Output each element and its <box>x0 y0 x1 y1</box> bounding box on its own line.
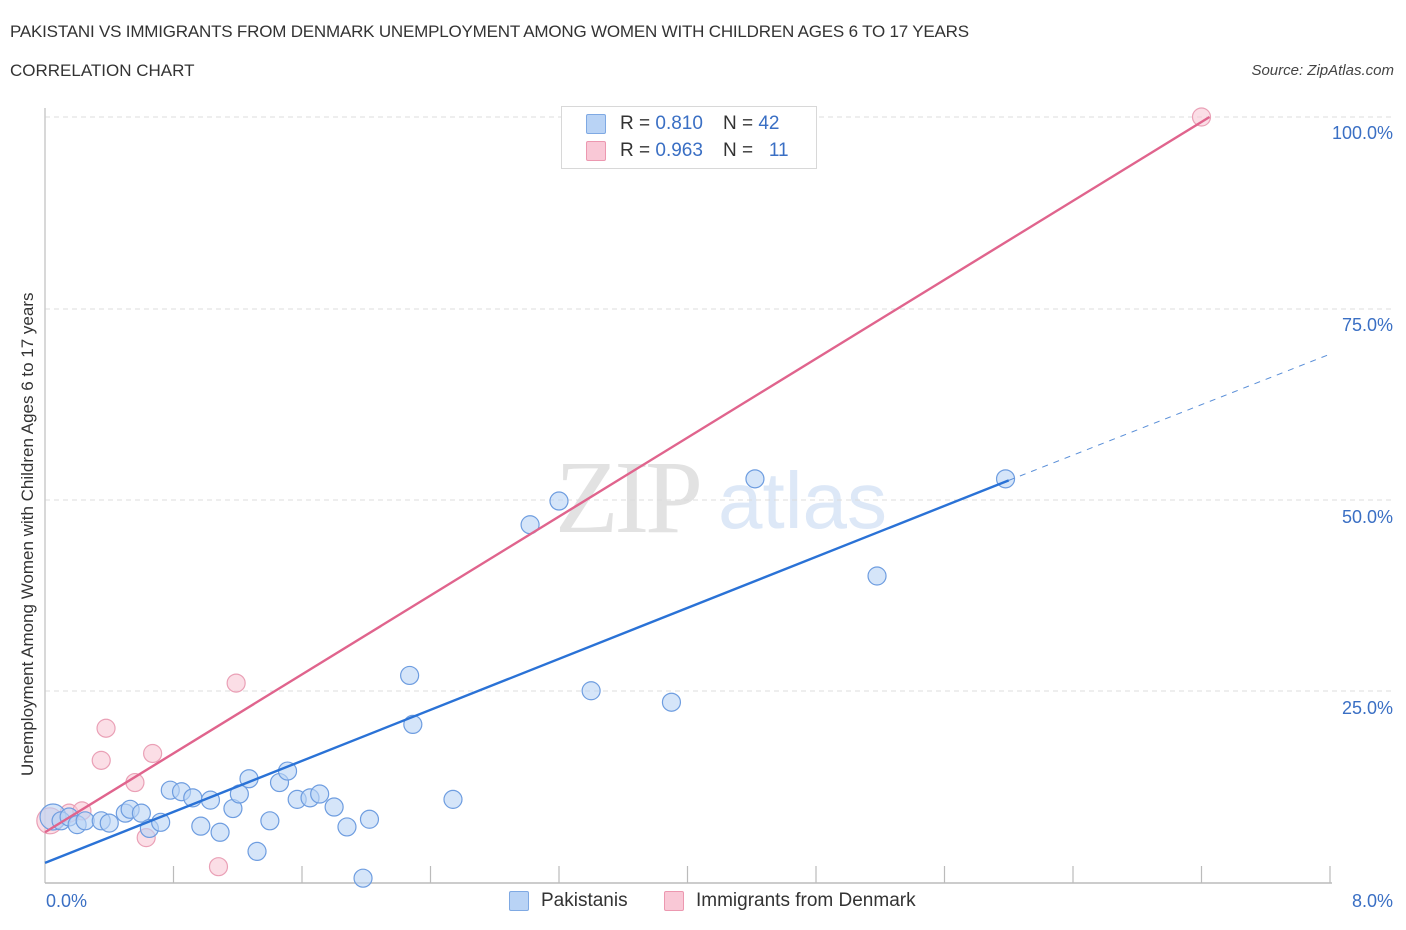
chart-title: PAKISTANI VS IMMIGRANTS FROM DENMARK UNE… <box>10 22 969 41</box>
y-tick-75: 75.0% <box>1341 315 1393 335</box>
data-point <box>91 750 111 770</box>
y-tick-25: 25.0% <box>1341 698 1393 718</box>
pink-swatch-icon <box>664 891 684 911</box>
data-point <box>337 817 357 837</box>
r-label: R = <box>620 113 651 134</box>
y-tick-100: 100.0% <box>1331 123 1393 143</box>
data-point <box>191 816 211 836</box>
data-point <box>867 566 887 586</box>
legend-row-pakistanis: R = 0.810 N = 42 <box>586 111 779 137</box>
data-point <box>247 841 267 862</box>
data-point <box>353 868 373 888</box>
r-value: 0.963 <box>655 140 703 161</box>
data-point <box>1191 107 1212 127</box>
n-value: 42 <box>758 113 780 134</box>
series-label: Immigrants from Denmark <box>696 890 916 911</box>
blue-trendline <box>44 479 1010 864</box>
series-legend-pakistanis: Pakistanis <box>509 890 628 912</box>
y-tick-50: 50.0% <box>1341 507 1393 527</box>
data-point <box>143 743 163 764</box>
blue-swatch-icon <box>509 891 529 911</box>
legend-row-denmark: R = 0.963 N = 11 <box>586 138 789 164</box>
y-axis-label: Unemployment Among Women with Children A… <box>18 292 37 777</box>
pink-swatch-icon <box>586 141 606 161</box>
x-tick-max: 8.0% <box>1351 891 1393 911</box>
data-point <box>226 673 246 693</box>
data-point <box>310 784 330 804</box>
n-label: N = <box>722 113 754 134</box>
grid-lines <box>45 116 1395 692</box>
series-label: Pakistanis <box>541 890 628 911</box>
data-point <box>400 665 420 686</box>
r-label: R = <box>620 140 651 161</box>
n-value: 11 <box>768 140 789 161</box>
data-point <box>661 692 682 712</box>
blue-trendline-extension <box>1008 353 1331 481</box>
data-point <box>208 857 229 877</box>
x-axis-ticks <box>172 866 1331 883</box>
data-point <box>359 809 380 829</box>
chart-subtitle: CORRELATION CHART <box>10 61 195 80</box>
blue-points <box>39 469 1016 888</box>
data-point <box>96 718 116 738</box>
data-point <box>260 811 280 831</box>
data-point <box>443 789 463 809</box>
data-point <box>581 681 601 701</box>
data-point <box>99 813 119 833</box>
x-tick-min: 0.0% <box>46 891 88 911</box>
data-point <box>131 803 151 823</box>
data-point <box>75 811 95 831</box>
pink-trendline <box>44 115 1211 834</box>
data-point <box>745 469 765 489</box>
n-label: N = <box>722 140 754 161</box>
data-point <box>324 797 344 817</box>
blue-swatch-icon <box>586 114 606 134</box>
series-legend-denmark: Immigrants from Denmark <box>664 890 916 912</box>
r-value: 0.810 <box>655 113 703 134</box>
correlation-legend: R = 0.810 N = 42 R = 0.963 N = 11 <box>561 106 817 169</box>
data-point <box>210 822 230 842</box>
source-credit: Source: ZipAtlas.com <box>1251 62 1394 79</box>
data-point <box>549 491 569 511</box>
watermark-zip: ZIP <box>555 440 703 555</box>
